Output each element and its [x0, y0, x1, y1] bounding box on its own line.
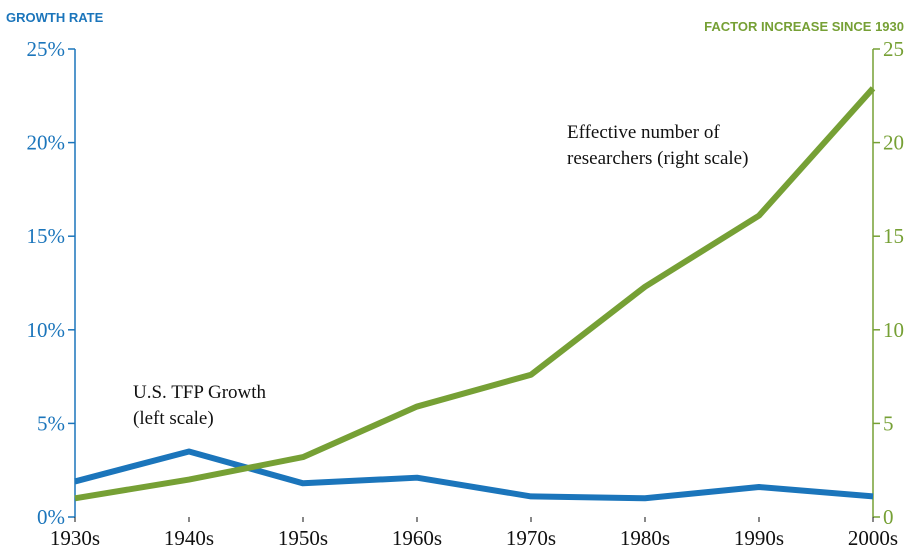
y-tick-label: 20% [27, 131, 66, 155]
x-tick-label: 1980s [620, 526, 670, 550]
series-line [74, 86, 876, 502]
x-tick-label: 1950s [278, 526, 328, 550]
annotation: researchers (right scale) [567, 148, 748, 169]
annotation: Effective number of [567, 122, 720, 143]
y2-tick-label: 25 [883, 37, 904, 61]
y2-tick-label: 15 [883, 224, 904, 248]
x-tick-label: 1940s [164, 526, 214, 550]
y-tick-label: 0% [37, 505, 65, 529]
x-tick-label: 1970s [506, 526, 556, 550]
series-line [74, 448, 874, 502]
y2-tick-label: 0 [883, 505, 894, 529]
left-axis-title: GROWTH RATE [6, 10, 104, 25]
y-tick-label: 25% [27, 37, 66, 61]
y-tick-label: 5% [37, 411, 65, 435]
x-tick-label: 2000s [848, 526, 898, 550]
annotation: U.S. TFP Growth [133, 382, 267, 403]
y-tick-label: 10% [27, 318, 66, 342]
x-tick-label: 1960s [392, 526, 442, 550]
right-axis-title: FACTOR INCREASE SINCE 1930 [704, 19, 904, 34]
y2-tick-label: 20 [883, 131, 904, 155]
annotation: (left scale) [133, 408, 214, 429]
y2-tick-label: 5 [883, 411, 894, 435]
x-tick-label: 1990s [734, 526, 784, 550]
x-tick-label: 1930s [50, 526, 100, 550]
y-tick-label: 15% [27, 224, 66, 248]
y2-tick-label: 10 [883, 318, 904, 342]
